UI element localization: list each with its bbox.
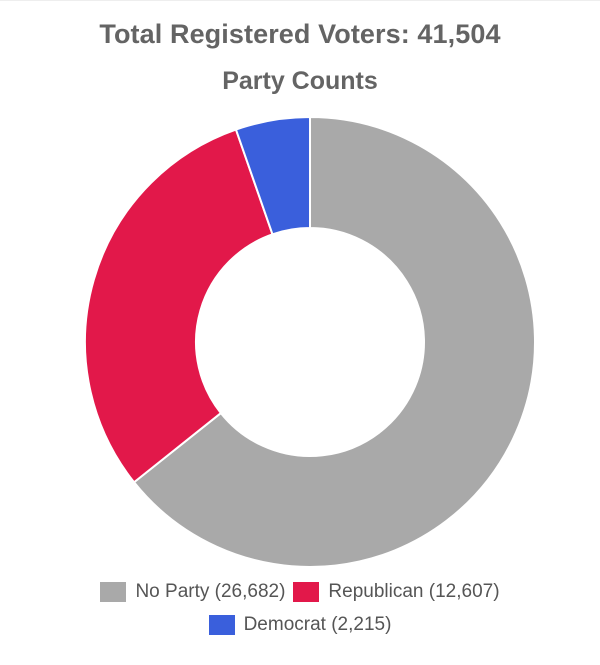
legend-swatch-republican: [293, 582, 320, 602]
legend-label-republican: Republican (12,607): [328, 581, 500, 602]
donut-slice-democrat[interactable]: [234, 115, 311, 236]
donut-slice-republican[interactable]: [84, 128, 274, 484]
legend-swatch-no-party: [100, 582, 127, 602]
legend-item-democrat[interactable]: Democrat (2,215): [208, 614, 392, 636]
legend-label-no-party: No Party (26,682): [135, 581, 286, 602]
donut-slice-no-party[interactable]: [132, 115, 536, 568]
chart-title: Total Registered Voters: 41,504: [99, 19, 501, 49]
legend-item-republican[interactable]: Republican (12,607): [293, 581, 500, 603]
legend-row-2: Democrat (2,215): [0, 614, 600, 636]
legend-item-no-party[interactable]: No Party (26,682): [100, 581, 285, 603]
legend-swatch-democrat: [208, 615, 235, 635]
legend-row-1: No Party (26,682) Republican (12,607): [0, 581, 600, 603]
chart-subtitle: Party Counts: [222, 67, 378, 95]
legend-label-democrat: Democrat (2,215): [243, 614, 392, 635]
